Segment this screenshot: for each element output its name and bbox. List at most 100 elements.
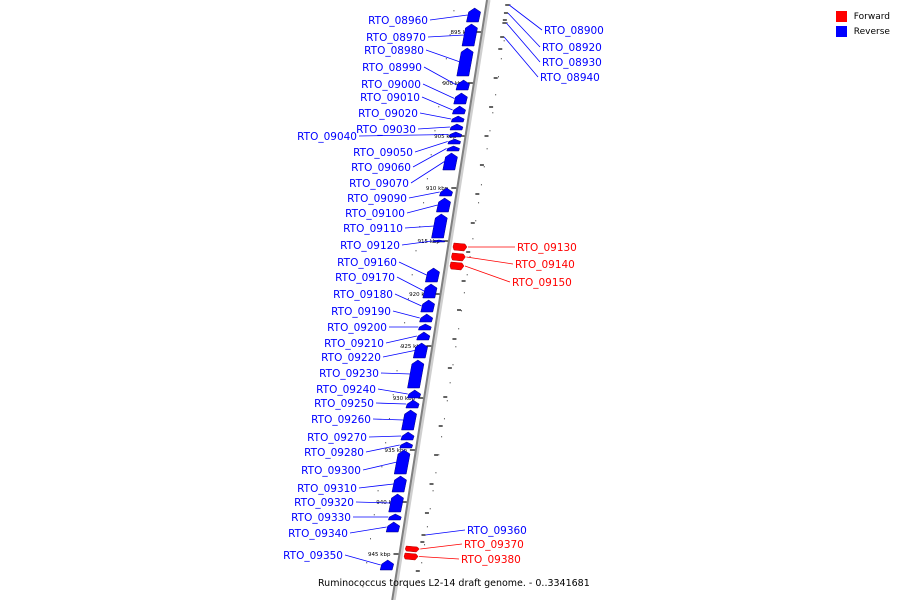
gene-rto-09090	[439, 187, 453, 197]
gene-label-rto-09240[interactable]: RTO_09240	[316, 384, 376, 396]
leader-rto-09240	[377, 388, 408, 395]
lane-dot	[452, 364, 454, 366]
gene-rto-08970	[461, 23, 478, 47]
gene-label-rto-09230[interactable]: RTO_09230	[319, 368, 379, 380]
lane-dot	[500, 58, 502, 60]
gene-label-rto-09170[interactable]: RTO_09170	[335, 272, 395, 284]
legend-reverse-label: Reverse	[853, 26, 890, 37]
lane-dot	[424, 544, 426, 546]
gene-label-rto-09090[interactable]: RTO_09090	[347, 193, 407, 205]
leader-rto-09230	[380, 372, 411, 375]
leader-rto-08940	[503, 36, 539, 78]
gene-rto-09270	[400, 431, 415, 441]
gene-label-rto-09320[interactable]: RTO_09320	[294, 497, 354, 509]
gene-rto-09310	[391, 475, 407, 493]
lane-dot-left	[388, 418, 390, 420]
lane-dot-left	[423, 202, 425, 204]
leader-rto-09300	[362, 461, 398, 471]
gene-label-rto-09130[interactable]: RTO_09130	[517, 242, 577, 254]
gene-label-rto-08900[interactable]: RTO_08900	[544, 25, 604, 37]
leader-rto-09120	[401, 240, 432, 246]
gene-rto-09020	[450, 115, 465, 123]
kbp-label: 920 kbp	[409, 292, 432, 298]
lane-dot-left	[411, 274, 413, 276]
gene-label-rto-09010[interactable]: RTO_09010	[360, 92, 420, 104]
leader-rto-08980	[425, 49, 461, 63]
legend-reverse: Reverse	[835, 24, 890, 39]
gene-label-rto-08980[interactable]: RTO_08980	[364, 45, 424, 57]
lane-dot-left	[449, 34, 451, 36]
genome-axis	[362, 0, 511, 600]
gene-label-rto-09050[interactable]: RTO_09050	[353, 147, 413, 159]
gene-label-rto-09020[interactable]: RTO_09020	[358, 108, 418, 120]
gene-label-rto-09160[interactable]: RTO_09160	[337, 257, 397, 269]
gene-label-rto-09120[interactable]: RTO_09120	[340, 240, 400, 252]
gene-label-rto-09100[interactable]: RTO_09100	[345, 208, 405, 220]
lane-dot-left	[369, 538, 371, 540]
gene-label-rto-09150[interactable]: RTO_09150	[512, 277, 572, 289]
gene-label-rto-08970[interactable]: RTO_08970	[366, 32, 426, 44]
axis-line	[391, 0, 488, 600]
gene-label-rto-09200[interactable]: RTO_09200	[327, 322, 387, 334]
gene-label-rto-09040[interactable]: RTO_09040	[297, 131, 357, 143]
leader-rto-09060	[412, 148, 447, 168]
gene-label-rto-08960[interactable]: RTO_08960	[368, 15, 428, 27]
gene-label-rto-09350[interactable]: RTO_09350	[283, 550, 343, 562]
gene-label-rto-09060[interactable]: RTO_09060	[351, 162, 411, 174]
gene-label-rto-09210[interactable]: RTO_09210	[324, 338, 384, 350]
leader-rto-09110	[404, 225, 435, 229]
leader-rto-09040	[358, 134, 449, 137]
gene-label-rto-09000[interactable]: RTO_09000	[361, 79, 421, 91]
gene-label-rto-09180[interactable]: RTO_09180	[333, 289, 393, 301]
gene-label-rto-09370[interactable]: RTO_09370	[464, 539, 524, 551]
gene-labels: RTO_08900 RTO_08920 RTO_08930 RTO_08940 RTO_…	[283, 4, 604, 566]
leader-rto-08920	[507, 12, 541, 48]
lane-dot-left	[381, 466, 383, 468]
gene-label-rto-09280[interactable]: RTO_09280	[304, 447, 364, 459]
gene-label-rto-09190[interactable]: RTO_09190	[331, 306, 391, 318]
gene-label-rto-09360[interactable]: RTO_09360	[467, 525, 527, 537]
lane-dot	[426, 526, 428, 528]
lane-dot	[463, 292, 465, 294]
leader-rto-09010	[421, 96, 453, 111]
leader-rto-09170	[396, 276, 425, 292]
gene-label-rto-09140[interactable]: RTO_09140	[515, 259, 575, 271]
lane-dot	[478, 202, 480, 204]
gene-label-rto-08940[interactable]: RTO_08940	[540, 72, 600, 84]
gene-label-rto-09220[interactable]: RTO_09220	[321, 352, 381, 364]
gene-label-rto-09330[interactable]: RTO_09330	[291, 512, 351, 524]
gene-label-rto-09070[interactable]: RTO_09070	[349, 178, 409, 190]
gene-label-rto-08930[interactable]: RTO_08930	[542, 57, 602, 69]
lane-dot-left	[400, 346, 402, 348]
leader-rto-09070	[410, 161, 445, 184]
gene-label-rto-09380[interactable]: RTO_09380	[461, 554, 521, 566]
leader-rto-09090	[408, 191, 440, 199]
gene-label-rto-09300[interactable]: RTO_09300	[301, 465, 361, 477]
gene-label-rto-09310[interactable]: RTO_09310	[297, 483, 357, 495]
gene-rto-08990	[455, 79, 470, 91]
gene-label-rto-09250[interactable]: RTO_09250	[314, 398, 374, 410]
gene-label-rto-08920[interactable]: RTO_08920	[542, 42, 602, 54]
leader-rto-08970	[427, 34, 465, 38]
gene-rto-09190	[419, 313, 434, 323]
gene-label-rto-09260[interactable]: RTO_09260	[311, 414, 371, 426]
leader-rto-09180	[394, 293, 422, 307]
gene-rto-09250	[405, 399, 420, 409]
lane-dot	[435, 472, 437, 474]
leader-rto-09310	[358, 483, 394, 489]
leader-rto-09210	[385, 335, 418, 344]
gene-rto-09370	[404, 545, 420, 553]
leader-rto-09150	[464, 265, 511, 283]
kbp-label: 910 kbp	[426, 186, 449, 192]
gene-label-rto-09030[interactable]: RTO_09030	[356, 124, 416, 136]
gene-rto-09100	[436, 197, 451, 213]
lane-dot	[506, 22, 508, 24]
gene-label-rto-09270[interactable]: RTO_09270	[307, 432, 367, 444]
gene-features	[379, 4, 510, 571]
gene-label-rto-08990[interactable]: RTO_08990	[362, 62, 422, 74]
leader-rto-09250	[375, 402, 407, 405]
gene-label-rto-09340[interactable]: RTO_09340	[288, 528, 348, 540]
kbp-label: 900 kbp	[442, 81, 465, 87]
gene-label-rto-09110[interactable]: RTO_09110	[343, 223, 403, 235]
leader-rto-09190	[392, 310, 420, 319]
